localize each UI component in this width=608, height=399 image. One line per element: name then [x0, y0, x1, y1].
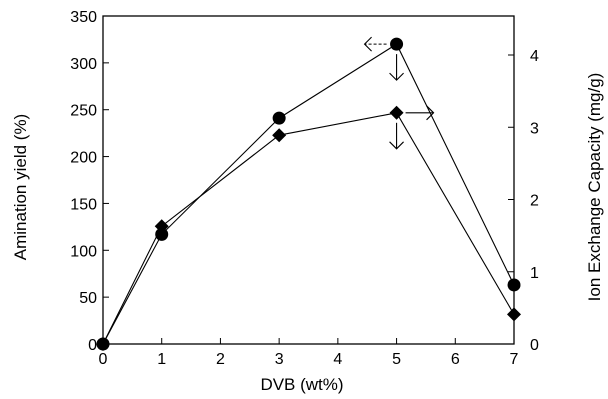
arrow-head-down [389, 141, 404, 150]
circle-marker [507, 278, 521, 292]
x-tick-label: 2 [216, 351, 225, 368]
diamond-marker [154, 219, 169, 234]
x-tick-label: 4 [333, 351, 342, 368]
plot-border [102, 15, 515, 345]
diamond-marker [272, 128, 287, 143]
circle-marker [155, 227, 169, 241]
annotations [363, 36, 435, 150]
right-tick-label: 4 [530, 48, 539, 65]
left-tick-label: 250 [70, 103, 97, 120]
x-tick-label: 5 [392, 351, 401, 368]
series-line-1 [102, 43, 515, 345]
left-tick-label: 0 [88, 337, 97, 354]
series-markers [96, 37, 521, 351]
arrow-head-down [389, 72, 404, 81]
right-axis-title: Ion Exchange Capacity (mg/g) [585, 73, 604, 302]
left-tick-label: 150 [70, 196, 97, 213]
x-axis-title: DVB (wt%) [260, 375, 343, 394]
right-tick-label: 2 [530, 193, 539, 210]
diamond-marker [96, 337, 110, 351]
x-tick-label: 3 [275, 351, 284, 368]
right-tick-label: 1 [530, 265, 539, 282]
series-lines [102, 43, 515, 345]
left-tick-label: 350 [70, 9, 97, 26]
arrow-head-left [363, 36, 372, 52]
left-axis-ticks: 0 50 100 150 200 250 300 350 [70, 9, 109, 354]
diamond-marker [507, 307, 521, 322]
x-tick-label: 0 [99, 351, 108, 368]
x-axis-ticks: 0 1 2 3 4 5 6 7 [99, 338, 519, 368]
x-tick-label: 7 [510, 351, 519, 368]
diamond-marker [389, 105, 404, 120]
left-tick-label: 100 [70, 243, 97, 260]
plot-frame [102, 15, 515, 345]
left-axis-title: Amination yield (%) [11, 114, 30, 260]
left-tick-label: 200 [70, 150, 97, 167]
right-tick-label: 3 [530, 120, 539, 137]
left-tick-label: 300 [70, 56, 97, 73]
left-tick-label: 50 [79, 290, 97, 307]
x-tick-label: 1 [157, 351, 166, 368]
right-tick-label: 0 [530, 337, 539, 354]
x-tick-label: 6 [451, 351, 460, 368]
circle-marker [272, 111, 286, 125]
right-axis-ticks: 0 1 2 3 4 [508, 48, 539, 354]
arrow-head-right [426, 105, 435, 121]
circle-marker [390, 37, 404, 51]
